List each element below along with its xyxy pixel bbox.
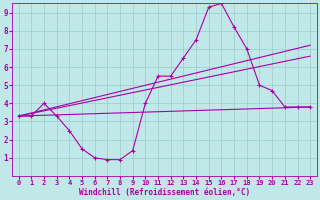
X-axis label: Windchill (Refroidissement éolien,°C): Windchill (Refroidissement éolien,°C) [79, 188, 250, 197]
